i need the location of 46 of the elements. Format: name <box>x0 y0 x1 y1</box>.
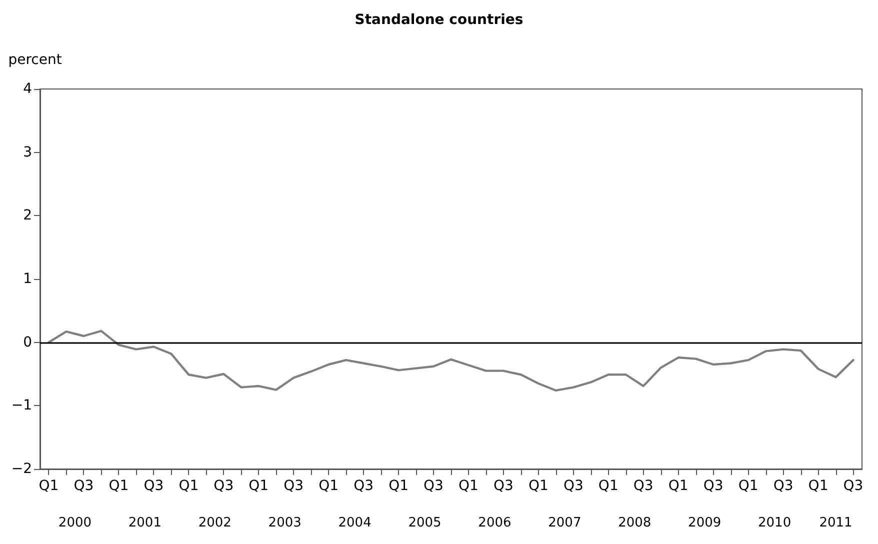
y-tick-label: 2 <box>23 208 32 224</box>
x-tick-label: Q1 <box>248 478 269 494</box>
x-tick-label: Q1 <box>808 478 828 494</box>
x-tick-label: Q3 <box>773 478 794 494</box>
text: 2011 <box>819 516 852 530</box>
text: 2003 <box>268 516 302 530</box>
text: 2009 <box>688 516 722 530</box>
text: 2002 <box>198 516 232 530</box>
text: 2001 <box>128 516 162 530</box>
x-tick-label: Q1 <box>38 478 59 494</box>
x-tick-label: Q3 <box>144 478 164 494</box>
text: 2006 <box>478 516 512 530</box>
x-tick-label: Q1 <box>108 478 129 494</box>
x-tick-label: Q3 <box>74 478 94 494</box>
x-tick-label: Q3 <box>703 478 724 494</box>
x-tick-label: Q1 <box>458 478 478 494</box>
x-tick-label: Q3 <box>354 478 374 494</box>
x-tick-label: Q3 <box>214 478 234 494</box>
x-tick-label: Q1 <box>668 478 688 494</box>
text: 2004 <box>338 516 372 530</box>
text: 2005 <box>408 516 442 530</box>
x-tick-label: Q1 <box>528 478 548 494</box>
text: 2010 <box>758 516 792 530</box>
x-tick-label: Q3 <box>424 478 444 494</box>
x-tick-label: Q3 <box>494 478 514 494</box>
y-tick-label: −2 <box>11 461 32 477</box>
text: 2008 <box>618 516 652 530</box>
y-tick-label: −1 <box>11 398 32 414</box>
y-tick-label: 1 <box>23 271 32 287</box>
line-series <box>48 330 854 392</box>
x-tick-label: Q1 <box>598 478 618 494</box>
text: 2007 <box>548 516 582 530</box>
y-tick-label: 0 <box>23 334 32 350</box>
x-tick-label: Q3 <box>284 478 304 494</box>
text: 2000 <box>58 516 92 530</box>
x-tick-label: Q3 <box>563 478 584 494</box>
x-tick-label: Q1 <box>318 478 339 494</box>
y-tick-label: 3 <box>23 144 32 160</box>
y-axis-title: percent <box>8 52 62 68</box>
chart-title: Standalone countries <box>354 12 524 28</box>
x-tick-label: Q1 <box>388 478 408 494</box>
y-tick-label: 4 <box>23 81 32 97</box>
x-tick-label: Q3 <box>843 478 864 494</box>
x-tick-label: Q1 <box>738 478 758 494</box>
x-tick-label: Q3 <box>633 478 654 494</box>
x-tick-label: Q1 <box>178 478 199 494</box>
